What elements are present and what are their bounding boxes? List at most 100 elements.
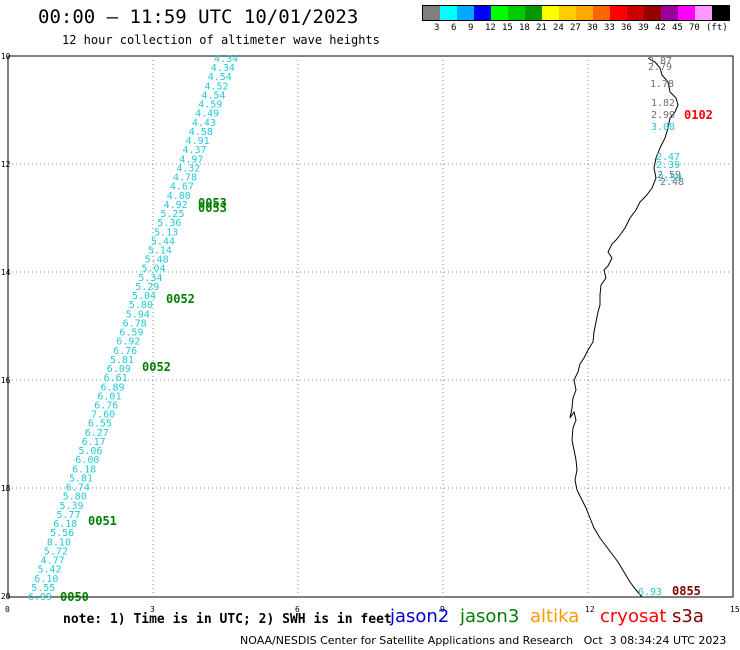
coast-value-gray: 2.79	[648, 62, 672, 73]
sat-s3a: s3a	[672, 606, 704, 627]
altimeter-track-values: 4.344.344.544.524.544.594.494.434.584.91…	[28, 54, 238, 603]
track-value-label: 6.89	[101, 382, 125, 393]
track-value-label: 5.80	[129, 300, 153, 311]
x-tick-labels: 0 3 6 9 12 15	[5, 605, 740, 614]
y-tick-label: -20	[0, 592, 11, 601]
footer-note: note: 1) Time is in UTC; 2) SWH is in fe…	[63, 612, 392, 627]
track-value-label: 4.97	[179, 154, 203, 165]
track-value-label: 6.18	[53, 519, 77, 530]
x-tick-label: 3	[150, 605, 155, 614]
legend-tick-label: 12	[485, 23, 496, 33]
y-tick-label: -10	[0, 52, 11, 61]
legend-swatch	[695, 6, 712, 20]
track-value-label: 4.91	[186, 136, 210, 147]
track-value-label: 4.43	[192, 118, 216, 129]
legend-swatches	[422, 5, 730, 21]
track-value-label: 5.39	[60, 501, 84, 512]
coast-value-cyan: 2.47	[656, 152, 680, 163]
page-subtitle: 12 hour collection of altimeter wave hei…	[62, 33, 380, 47]
legend-swatch	[542, 6, 559, 20]
coast-value-cyan: 3.08	[651, 122, 675, 133]
coast-value-cyan: 2.39	[656, 160, 680, 171]
legend-tick-label: 9	[468, 23, 474, 33]
track-value-label: 4.58	[189, 127, 213, 138]
y-tick-label: -16	[0, 376, 11, 385]
track-value-label: 4.37	[183, 145, 207, 156]
coast-value-gray: 1.82	[651, 98, 675, 109]
legend-swatch	[627, 6, 644, 20]
legend-tick-label: 36	[621, 23, 632, 33]
track-value-label: 4.92	[164, 200, 188, 211]
coastal-track-values: 3.872.79 1.78 1.822.99 2.592.48 3.08 2.472.39…	[638, 56, 684, 598]
track-value-label: 6.18	[72, 464, 96, 475]
x-tick-label: 9	[440, 605, 445, 614]
pass-time-label: 0051	[88, 514, 117, 528]
pass-time-label: 0855	[672, 584, 701, 598]
legend-swatch	[678, 6, 695, 20]
x-tick-label: 12	[585, 605, 595, 614]
y-tick-labels: -10 -12 -14 -16 -18 -20	[0, 52, 11, 601]
track-value-label: 5.94	[126, 309, 150, 320]
legend-swatch	[457, 6, 474, 20]
track-value-label: 6.76	[94, 401, 118, 412]
pass-time-label: 0053	[198, 196, 227, 210]
track-value-label: 6.00	[75, 455, 99, 466]
y-tick-label: -14	[0, 268, 11, 277]
legend-swatch	[508, 6, 525, 20]
x-tick-label: 15	[730, 605, 740, 614]
track-value-label: 5.06	[78, 446, 102, 457]
track-value-label: 7.60	[91, 410, 115, 421]
legend-tick-label: 70	[689, 23, 700, 33]
track-value-label: 5.42	[38, 565, 62, 576]
gridlines	[8, 56, 733, 597]
track-value-label: 6.74	[66, 483, 90, 494]
track-value-label: 5.14	[148, 246, 172, 257]
legend-tick-label: 18	[519, 23, 530, 33]
track-value-label: 4.67	[170, 182, 194, 193]
legend-swatch	[491, 6, 508, 20]
track-value-label: 4.52	[205, 81, 229, 92]
track-value-label: 6.01	[97, 391, 121, 402]
track-value-label: 5.56	[50, 528, 74, 539]
legend-tick-labels: 3 6 9 12 15 18 21 24 27 30 33 36 39 42 45 70 (ft)	[422, 21, 730, 35]
track-value-label: 4.32	[176, 163, 200, 174]
coast-value-gray: 3.87	[648, 56, 672, 67]
credit-line: NOAA/NESDIS Center for Satellite Applica…	[240, 634, 727, 647]
track-value-label: 5.48	[145, 255, 169, 266]
track-value-label: 5.81	[110, 355, 134, 366]
track-value-label: 4.78	[173, 173, 197, 184]
legend-swatch	[559, 6, 576, 20]
track-value-label: 5.13	[154, 227, 178, 238]
y-tick-label: -18	[0, 484, 11, 493]
track-value-label: 6.61	[104, 373, 128, 384]
track-value-label: 6.09	[107, 364, 131, 375]
track-value-label: 4.34	[214, 54, 238, 65]
coast-value-gray: 2.99	[651, 110, 675, 121]
legend-swatch	[712, 6, 729, 20]
track-value-label: 4.49	[195, 109, 219, 120]
track-value-label: 5.36	[157, 218, 181, 229]
coast-value-cyan: 2.59	[658, 173, 682, 184]
coast-value-gray: 2.59	[657, 170, 681, 181]
track-value-label: 5.81	[69, 474, 93, 485]
track-value-label: 4.54	[201, 91, 225, 102]
plot-frame	[7, 55, 734, 598]
legend-swatch	[644, 6, 661, 20]
track-value-label: 5.04	[142, 264, 166, 275]
track-value-label: 5.29	[135, 282, 159, 293]
legend-tick-label: 27	[570, 23, 581, 33]
sat-altika: altika	[530, 606, 580, 627]
pass-time-label: 0052	[166, 292, 195, 306]
track-value-label: 5.80	[63, 492, 87, 503]
track-value-label: 5.25	[160, 209, 184, 220]
track-value-label: 5.77	[56, 510, 80, 521]
track-value-label: 6.92	[116, 337, 140, 348]
track-value-label: 6.76	[113, 346, 137, 357]
track-value-label: 6.27	[85, 428, 109, 439]
track-value-label: 6.17	[82, 437, 106, 448]
track-value-label: 5.72	[44, 546, 68, 557]
track-value-label: 5.55	[31, 583, 55, 594]
legend-swatch	[474, 6, 491, 20]
